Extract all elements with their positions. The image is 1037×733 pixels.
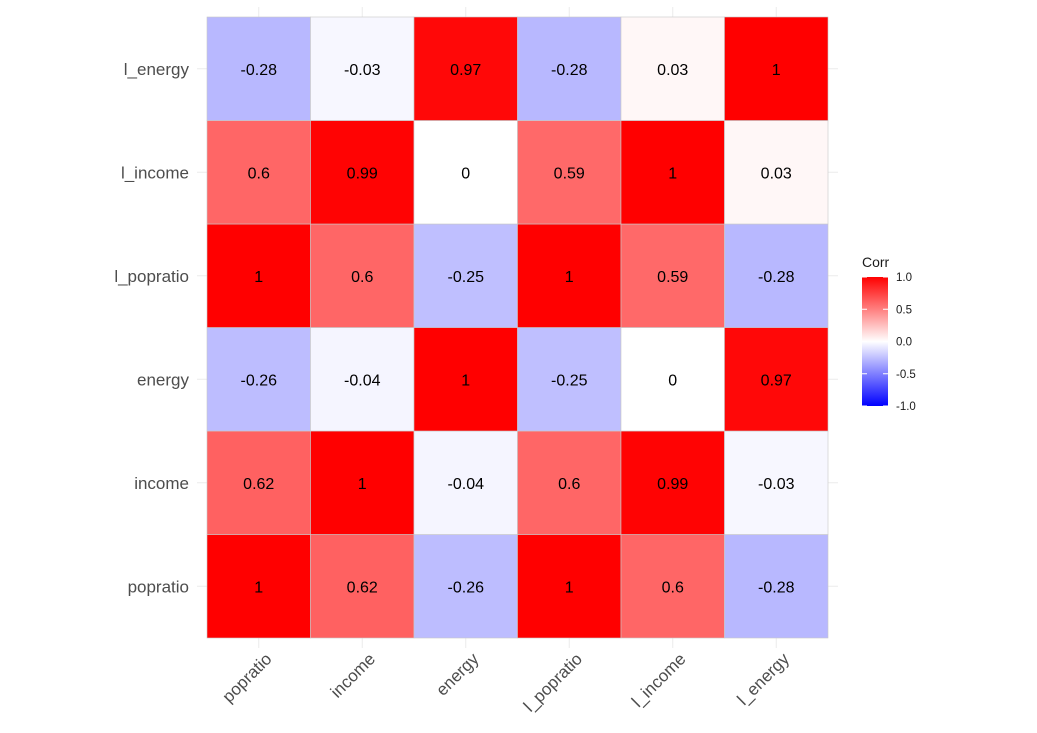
heatmap-cell (413, 16, 518, 121)
cell-value-label: -0.28 (551, 62, 588, 79)
heatmap-cell (206, 223, 311, 328)
legend: Corr 1.0 0.5 0.0 -0.5 -1.0 (862, 254, 916, 413)
heatmap-cell (413, 120, 518, 225)
y-tick-label: income (134, 474, 189, 493)
cell-value-label: 0.59 (554, 165, 585, 182)
heatmap-cell (620, 534, 725, 639)
cell-value-label: -0.03 (344, 62, 381, 79)
x-axis: popratio income energy l_popratio l_income l_… (219, 649, 794, 716)
heatmap-cell (310, 16, 415, 121)
heatmap-cell (310, 430, 415, 535)
heatmap-cell (724, 430, 829, 535)
heatmap-cell (620, 327, 725, 432)
heatmap-cell (724, 120, 829, 225)
y-tick-label: energy (137, 370, 189, 389)
cell-value-label: -0.25 (448, 269, 485, 286)
cell-value-label: 0.6 (351, 269, 373, 286)
cell-value-label: 0.99 (347, 165, 378, 182)
cell-value-label: 0.6 (248, 165, 270, 182)
y-axis: popratio income energy l_popratio l_income l_… (114, 60, 189, 597)
cell-value-label: 0.99 (657, 476, 688, 493)
heatmap-cell (620, 223, 725, 328)
cell-value-label: 0.62 (347, 579, 378, 596)
legend-title: Corr (862, 254, 890, 270)
legend-tick-label: 0.5 (896, 304, 912, 316)
legend-tick-label: 0.0 (896, 337, 912, 349)
heatmap-cell (620, 430, 725, 535)
heatmap-cell (310, 120, 415, 225)
cell-value-label: -0.28 (758, 579, 795, 596)
heatmap-cell (517, 327, 622, 432)
heatmap-cell (620, 120, 725, 225)
cell-value-label: 1 (461, 372, 470, 389)
cell-value-label: 0.62 (243, 476, 274, 493)
heatmap-cell (724, 534, 829, 639)
cell-value-label: -0.28 (758, 269, 795, 286)
heatmap-cell (206, 16, 311, 121)
cell-value-label: 0 (668, 372, 677, 389)
cell-value-label: 0.6 (558, 476, 580, 493)
heatmap-cell (206, 534, 311, 639)
x-tick-label: l_income (628, 649, 690, 711)
x-tick-label: energy (432, 649, 483, 700)
heatmap-cell (724, 327, 829, 432)
heatmap-cell (724, 16, 829, 121)
legend-tick-label: 1.0 (896, 272, 912, 284)
cell-value-label: -0.04 (448, 476, 485, 493)
heatmap-cell (620, 16, 725, 121)
heatmap-cell (206, 430, 311, 535)
cell-value-label: -0.25 (551, 372, 588, 389)
y-tick-label: l_energy (124, 60, 190, 79)
cell-value-label: -0.04 (344, 372, 381, 389)
cell-value-label: 1 (565, 269, 574, 286)
cell-value-label: 0.59 (657, 269, 688, 286)
heatmap-cell (310, 534, 415, 639)
cell-value-label: 0.03 (761, 165, 792, 182)
cell-value-label: -0.26 (448, 579, 485, 596)
heatmap-cell (206, 327, 311, 432)
y-tick-label: l_income (121, 163, 189, 182)
heatmap-cell (310, 223, 415, 328)
heatmap-cells (206, 16, 829, 639)
cell-value-label: 1 (668, 165, 677, 182)
cell-value-label: 1 (254, 579, 263, 596)
x-tick-label: l_energy (734, 649, 794, 709)
cell-value-label: 1 (254, 269, 263, 286)
cell-value-label: 0.03 (657, 62, 688, 79)
heatmap-cell (517, 430, 622, 535)
x-tick-label: income (327, 649, 379, 701)
cell-value-label: 0 (461, 165, 470, 182)
cell-value-label: 1 (358, 476, 367, 493)
x-tick-label: l_popratio (520, 649, 586, 715)
y-tick-label: popratio (128, 577, 189, 596)
cell-value-label: 1 (565, 579, 574, 596)
heatmap-cell (724, 223, 829, 328)
cell-value-label: 0.97 (761, 372, 792, 389)
heatmap-cell (413, 223, 518, 328)
cell-value-label: 1 (772, 62, 781, 79)
cell-value-label: 0.6 (662, 579, 684, 596)
legend-tick-label: -1.0 (896, 401, 916, 413)
cell-value-label: -0.28 (241, 62, 278, 79)
cell-value-label: 0.97 (450, 62, 481, 79)
x-tick-label: popratio (219, 649, 276, 706)
heatmap-cell (517, 223, 622, 328)
cell-value-labels: 1 0.62 -0.26 1 0.6 -0.28 0.62 1 -0.04 0.6 0.99 -0.0… (241, 62, 795, 597)
heatmap-cell (413, 327, 518, 432)
heatmap-cell (310, 327, 415, 432)
y-tick-label: l_popratio (114, 267, 189, 286)
cell-value-label: -0.26 (241, 372, 278, 389)
legend-tick-label: -0.5 (896, 369, 916, 381)
cell-value-label: -0.03 (758, 476, 795, 493)
